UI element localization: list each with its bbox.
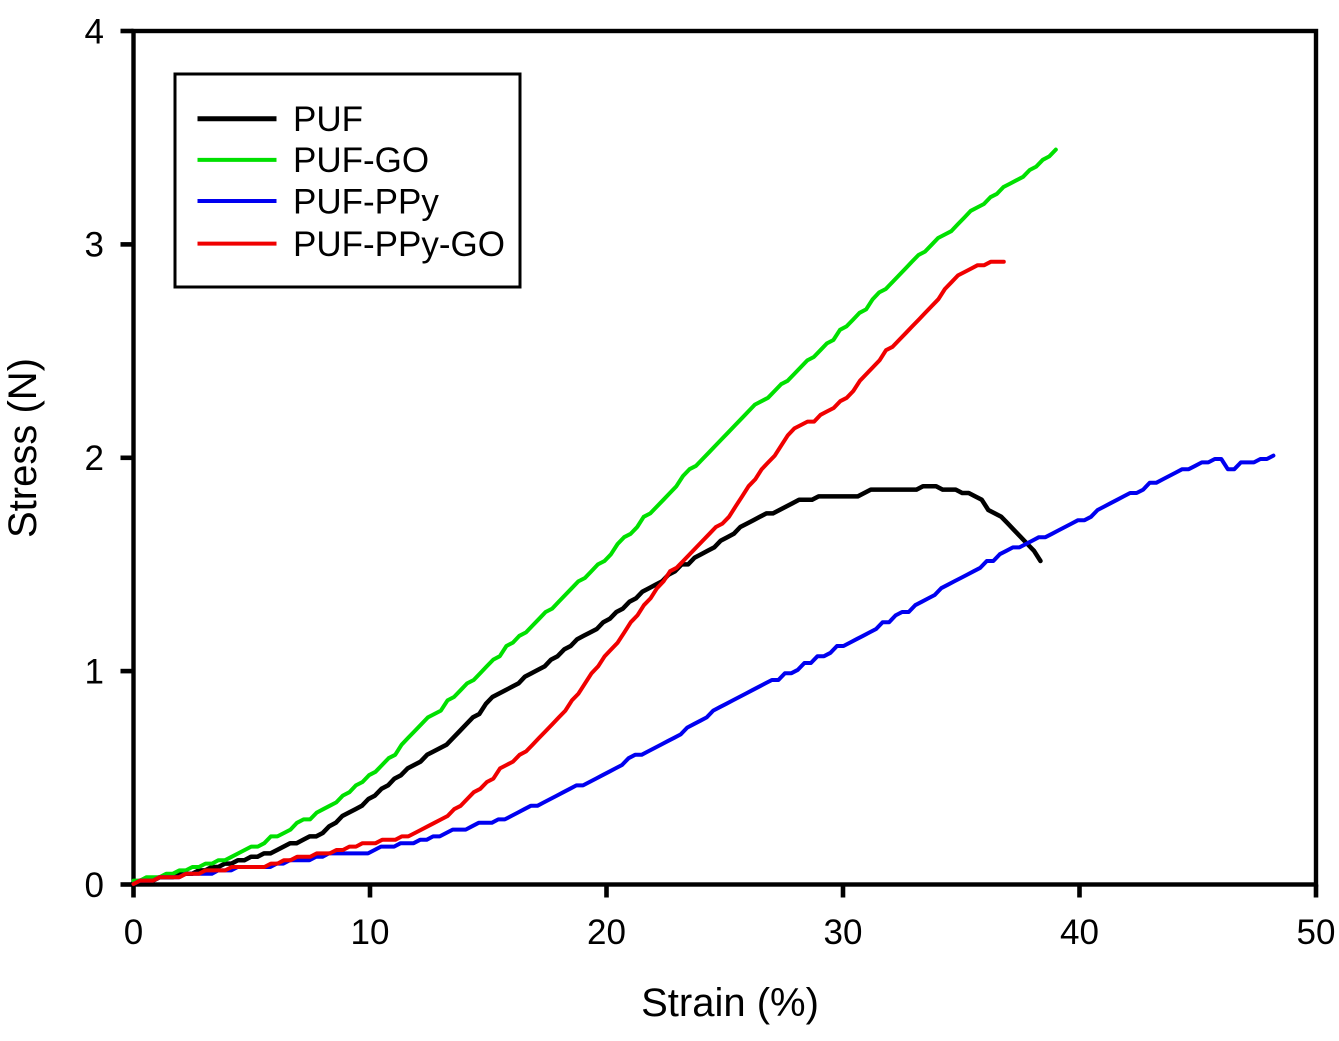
svg-text:4: 4: [85, 12, 104, 51]
svg-text:2: 2: [85, 439, 104, 478]
svg-text:Strain (%): Strain (%): [641, 981, 819, 1025]
svg-text:20: 20: [587, 913, 626, 952]
svg-text:PUF-PPy: PUF-PPy: [293, 182, 439, 221]
svg-text:Stress (N): Stress (N): [1, 358, 45, 538]
svg-text:1: 1: [85, 652, 104, 691]
svg-text:0: 0: [124, 913, 143, 952]
svg-text:3: 3: [85, 226, 104, 265]
svg-text:0: 0: [85, 866, 104, 905]
svg-text:PUF-PPy-GO: PUF-PPy-GO: [293, 225, 505, 264]
svg-text:50: 50: [1297, 913, 1336, 952]
svg-text:10: 10: [351, 913, 390, 952]
svg-text:30: 30: [824, 913, 863, 952]
svg-text:PUF-GO: PUF-GO: [293, 141, 429, 180]
svg-text:PUF: PUF: [293, 100, 363, 139]
svg-text:40: 40: [1060, 913, 1099, 952]
